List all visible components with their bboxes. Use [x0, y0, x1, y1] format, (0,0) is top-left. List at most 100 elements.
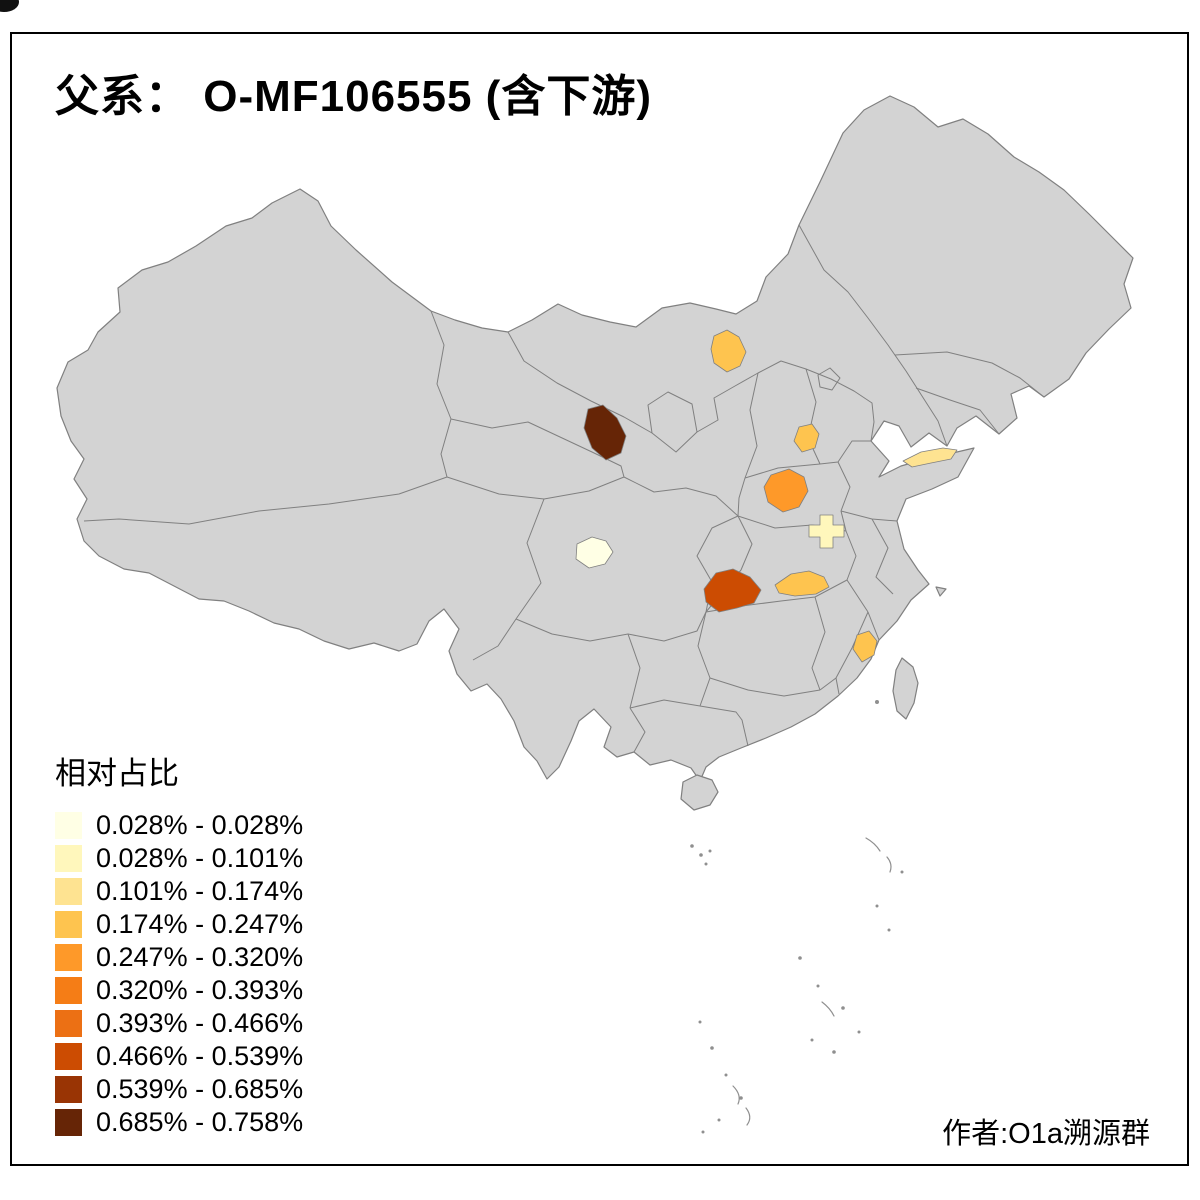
- legend-row: 0.320% - 0.393%: [55, 974, 303, 1007]
- islet-dot: [717, 1118, 721, 1122]
- province-border: [819, 677, 837, 691]
- province-border: [450, 418, 625, 478]
- reef-mark: [745, 1107, 751, 1126]
- islet-dot: [875, 700, 879, 704]
- legend-label: 0.466% - 0.539%: [96, 1041, 304, 1071]
- legend-swatch: [55, 878, 82, 905]
- islet-dot: [816, 984, 820, 988]
- legend-swatch: [55, 944, 82, 971]
- region-gansu-central: [583, 404, 627, 461]
- south-china-sea-islets: [690, 700, 904, 1134]
- legend-label: 0.685% - 0.758%: [96, 1107, 304, 1137]
- legend-row: 0.174% - 0.247%: [55, 908, 303, 941]
- province-border: [629, 707, 646, 753]
- legend-swatch: [55, 1109, 82, 1136]
- islet-dot: [708, 849, 712, 853]
- legend-label: 0.101% - 0.174%: [96, 876, 304, 906]
- islet-dot: [900, 870, 904, 874]
- province-border: [627, 633, 641, 709]
- province-border: [845, 530, 869, 613]
- legend-label: 0.393% - 0.466%: [96, 1008, 304, 1038]
- province-border: [699, 705, 749, 747]
- province-border: [840, 510, 847, 532]
- province-border: [744, 372, 759, 479]
- author-attribution: 作者:O1a溯源群: [942, 1118, 1150, 1150]
- province-border: [867, 611, 880, 641]
- reef-mark: [865, 837, 881, 852]
- region-chongqing-southeast: [703, 568, 762, 613]
- islet-dot: [690, 844, 694, 848]
- islet-dot: [875, 904, 879, 908]
- region-henan-central: [763, 468, 809, 513]
- province-border: [835, 611, 869, 695]
- region-hubei-central: [808, 514, 845, 549]
- province-border: [744, 463, 821, 479]
- islet-dot: [857, 1030, 861, 1034]
- province-border: [817, 367, 841, 391]
- legend-label: 0.539% - 0.685%: [96, 1074, 304, 1104]
- province-border: [709, 677, 821, 697]
- region-hunan-jiangxi-border: [774, 570, 830, 597]
- islet-dot: [698, 1020, 702, 1024]
- province-border: [472, 498, 545, 661]
- region-shandong-peninsula: [902, 447, 958, 468]
- legend-label: 0.247% - 0.320%: [96, 942, 304, 972]
- reef-mark: [821, 1001, 835, 1017]
- region-shanxi-southeast: [793, 423, 820, 453]
- province-border: [894, 351, 1045, 398]
- province-border: [623, 476, 739, 517]
- legend-row: 0.247% - 0.320%: [55, 941, 303, 974]
- province-border: [696, 360, 875, 442]
- legend-swatch: [55, 1076, 82, 1103]
- reef-mark: [732, 1085, 740, 1105]
- region-inner-mongolia-central: [710, 329, 747, 373]
- region-fujian-coast: [852, 630, 878, 663]
- legend-row: 0.028% - 0.028%: [55, 809, 303, 842]
- legend-swatch: [55, 911, 82, 938]
- islet-dot: [798, 956, 802, 960]
- legend-swatch: [55, 845, 82, 872]
- islet-dot: [887, 928, 891, 932]
- legend-row: 0.101% - 0.174%: [55, 875, 303, 908]
- islet-dot: [841, 1006, 845, 1010]
- islet-dot: [832, 1050, 836, 1054]
- page-title: 父系： O-MF106555 (含下游): [55, 72, 652, 121]
- province-border: [811, 596, 826, 691]
- province-border: [83, 476, 448, 525]
- province-border: [819, 440, 871, 465]
- zhoushan-islet: [935, 586, 947, 597]
- islet-dot: [699, 853, 703, 857]
- islet-dot: [704, 862, 708, 866]
- legend-label: 0.174% - 0.247%: [96, 909, 304, 939]
- province-border: [697, 611, 711, 707]
- islet-dot: [810, 1038, 814, 1042]
- province-border: [430, 310, 452, 478]
- legend-row: 0.539% - 0.685%: [55, 1073, 303, 1106]
- legend-title: 相对占比: [55, 756, 179, 791]
- legend-row: 0.685% - 0.758%: [55, 1106, 303, 1139]
- legend-swatch: [55, 977, 82, 1004]
- islet-dot: [701, 1130, 705, 1134]
- hainan-island: [680, 774, 719, 811]
- legend-row: 0.028% - 0.101%: [55, 842, 303, 875]
- legend-swatch: [55, 812, 82, 839]
- islet-dot: [724, 1073, 728, 1077]
- legend-label: 0.320% - 0.393%: [96, 975, 304, 1005]
- province-border: [737, 477, 746, 517]
- province-border: [871, 518, 894, 595]
- province-border: [915, 387, 1000, 435]
- legend: 相对占比 0.028% - 0.028% 0.028% - 0.101% 0.1…: [55, 748, 303, 1139]
- islet-dot: [710, 1046, 714, 1050]
- plot-frame: [10, 32, 1189, 1166]
- province-border: [837, 461, 851, 512]
- legend-label: 0.028% - 0.101%: [96, 843, 304, 873]
- legend-swatch: [55, 1010, 82, 1037]
- legend-swatch: [55, 1043, 82, 1070]
- corner-artifact: [0, 0, 19, 12]
- province-border: [805, 368, 821, 465]
- legend-row: 0.466% - 0.539%: [55, 1040, 303, 1073]
- region-sichuan-central: [575, 536, 614, 569]
- taiwan-island: [892, 657, 919, 720]
